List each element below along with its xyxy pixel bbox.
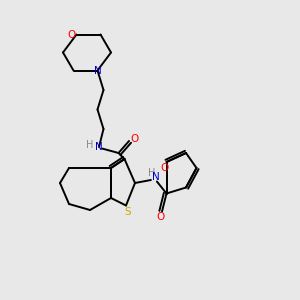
Text: N: N (152, 172, 160, 182)
Text: O: O (67, 29, 75, 40)
Text: N: N (94, 65, 101, 76)
Text: H: H (148, 167, 156, 178)
Text: H: H (86, 140, 94, 151)
Text: N: N (94, 142, 102, 152)
Text: O: O (156, 212, 165, 222)
Text: O: O (160, 163, 168, 173)
Text: O: O (130, 134, 139, 145)
Text: S: S (124, 207, 131, 217)
